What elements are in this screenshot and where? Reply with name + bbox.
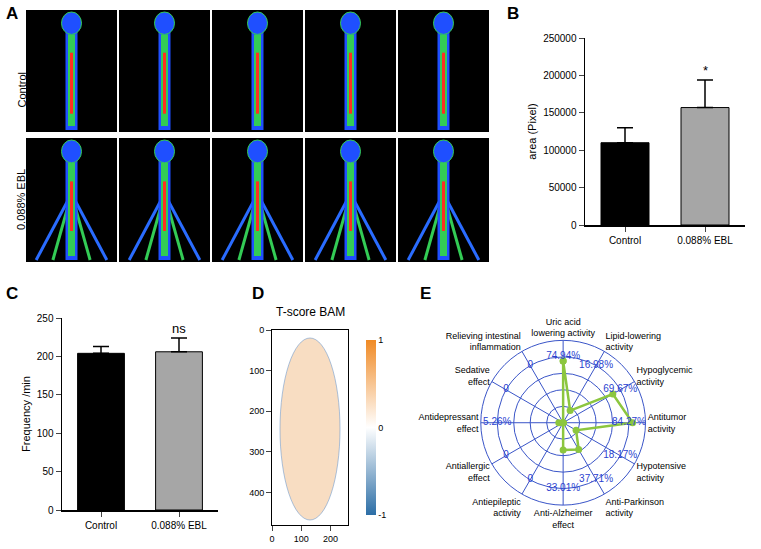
svg-text:Control: Control (16, 72, 28, 107)
svg-text:1: 1 (378, 335, 383, 345)
svg-text:area (Pixel): area (Pixel) (526, 103, 538, 159)
svg-text:Antiallergiceffect: Antiallergiceffect (446, 461, 491, 483)
svg-text:D: D (252, 284, 264, 303)
svg-text:0.088% EBL: 0.088% EBL (677, 235, 733, 246)
svg-text:ns: ns (172, 321, 186, 336)
svg-text:84.27%: 84.27% (612, 416, 646, 427)
svg-text:74.94%: 74.94% (546, 350, 580, 361)
svg-text:B: B (507, 4, 519, 23)
svg-text:0: 0 (571, 220, 577, 231)
svg-text:0: 0 (378, 423, 383, 433)
svg-text:Anti-Alzheimereffect: Anti-Alzheimereffect (534, 508, 593, 530)
svg-text:*: * (703, 63, 708, 78)
svg-text:0: 0 (503, 383, 509, 394)
svg-text:0: 0 (503, 449, 509, 460)
svg-text:50000: 50000 (549, 182, 577, 193)
svg-text:A: A (6, 4, 18, 23)
svg-text:Sedativeeffect: Sedativeeffect (455, 365, 491, 387)
svg-text:Antitumoractivity: Antitumoractivity (648, 412, 687, 434)
svg-text:400: 400 (249, 488, 264, 498)
svg-text:0: 0 (259, 325, 264, 335)
svg-text:69.67%: 69.67% (603, 383, 637, 394)
svg-text:C: C (6, 284, 18, 303)
svg-text:37.71%: 37.71% (579, 473, 613, 484)
svg-text:Relieving intestinalinflammati: Relieving intestinalinflammation (446, 331, 521, 353)
svg-text:Frequency /min: Frequency /min (20, 376, 32, 452)
svg-text:100: 100 (294, 534, 309, 544)
svg-text:33.01%: 33.01% (546, 482, 580, 493)
svg-text:200000: 200000 (543, 70, 577, 81)
svg-text:100: 100 (249, 366, 264, 376)
svg-text:150: 150 (37, 389, 54, 400)
svg-text:250000: 250000 (543, 33, 577, 44)
svg-text:0: 0 (527, 359, 533, 370)
svg-text:100000: 100000 (543, 145, 577, 156)
svg-text:150000: 150000 (543, 107, 577, 118)
svg-text:50: 50 (42, 466, 54, 477)
svg-text:T-score BAM: T-score BAM (276, 305, 345, 319)
svg-text:0.088% EBL: 0.088% EBL (151, 520, 207, 531)
svg-text:200: 200 (323, 534, 338, 544)
svg-text:200: 200 (37, 351, 54, 362)
svg-text:5.26%: 5.26% (483, 416, 511, 427)
svg-text:Antiepilepticactivity: Antiepilepticactivity (472, 497, 521, 519)
svg-text:200: 200 (249, 406, 264, 416)
svg-text:16.98%: 16.98% (579, 359, 613, 370)
svg-text:Uric acidlowering activity: Uric acidlowering activity (531, 317, 595, 339)
svg-text:E: E (420, 284, 431, 303)
svg-text:Lipid-loweringactivity: Lipid-loweringactivity (605, 331, 661, 353)
svg-text:Hypotensiveactivity: Hypotensiveactivity (636, 461, 686, 483)
svg-text:100: 100 (37, 428, 54, 439)
svg-text:Antidepressanteffect: Antidepressanteffect (418, 412, 479, 434)
svg-text:Control: Control (609, 235, 641, 246)
svg-text:Control: Control (85, 520, 117, 531)
svg-text:300: 300 (249, 447, 264, 457)
svg-text:0: 0 (48, 505, 54, 516)
svg-text:-1: -1 (378, 510, 386, 520)
svg-text:0: 0 (269, 534, 274, 544)
svg-text:250: 250 (37, 313, 54, 324)
svg-text:Anti-Parkinsonactivity: Anti-Parkinsonactivity (605, 497, 664, 519)
svg-text:0: 0 (527, 473, 533, 484)
svg-text:0.088% EBL: 0.088% EBL (15, 169, 27, 230)
svg-text:18.17%: 18.17% (603, 449, 637, 460)
svg-text:Hypoglycemicactivity: Hypoglycemicactivity (636, 365, 693, 387)
